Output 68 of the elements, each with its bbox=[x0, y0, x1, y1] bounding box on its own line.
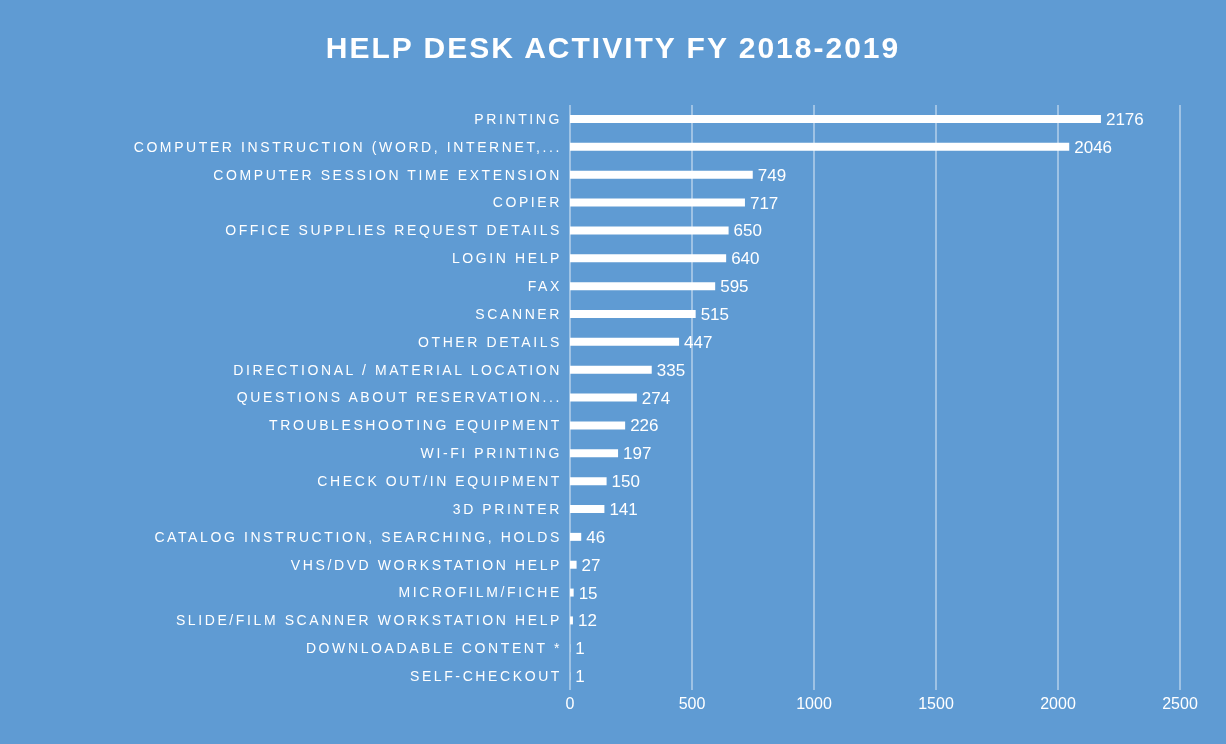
y-tick-label: COMPUTER SESSION TIME EXTENSION bbox=[213, 166, 562, 183]
data-label: 595 bbox=[720, 277, 749, 297]
chart-title: HELP DESK ACTIVITY FY 2018-2019 bbox=[324, 29, 902, 66]
y-tick-label: 3D PRINTER bbox=[452, 500, 562, 517]
y-tick-label: SELF-CHECKOUT bbox=[409, 668, 562, 685]
data-label: 640 bbox=[731, 249, 760, 269]
data-label: 46 bbox=[586, 527, 606, 547]
y-tick-label: DIRECTIONAL / MATERIAL LOCATION bbox=[233, 361, 562, 378]
y-tick-label: PRINTING bbox=[474, 110, 562, 127]
bar bbox=[570, 505, 605, 513]
x-tick-label: 2500 bbox=[1162, 695, 1198, 713]
y-tick-label: COMPUTER INSTRUCTION (WORD, INTERNET,... bbox=[133, 138, 562, 155]
y-tick-label: LOGIN HELP bbox=[451, 250, 562, 267]
data-label: 1 bbox=[575, 639, 585, 659]
bar bbox=[570, 393, 637, 402]
y-tick-label: VHS/DVD WORKSTATION HELP bbox=[290, 556, 562, 573]
y-tick-label: OTHER DETAILS bbox=[417, 333, 562, 350]
bar bbox=[570, 588, 574, 597]
data-label: 650 bbox=[733, 221, 762, 241]
bar bbox=[570, 449, 619, 458]
bar bbox=[570, 337, 680, 346]
bar bbox=[570, 532, 582, 541]
y-tick-label: QUESTIONS ABOUT RESERVATION... bbox=[236, 389, 562, 406]
bar bbox=[570, 616, 573, 625]
y-tick-label: CATALOG INSTRUCTION, SEARCHING, HOLDS bbox=[154, 528, 562, 545]
bar bbox=[570, 282, 716, 291]
x-tick-label: 1000 bbox=[796, 695, 832, 713]
data-label: 150 bbox=[611, 472, 640, 492]
y-tick-label: WI-FI PRINTING bbox=[420, 445, 562, 462]
y-tick-label: SLIDE/FILM SCANNER WORKSTATION HELP bbox=[175, 612, 562, 629]
data-label: 197 bbox=[623, 444, 652, 464]
data-label: 15 bbox=[578, 583, 598, 603]
bar bbox=[570, 115, 1101, 123]
data-label: 2046 bbox=[1074, 137, 1113, 157]
y-tick-label: CHECK OUT/IN EQUIPMENT bbox=[317, 473, 562, 490]
data-label: 1 bbox=[575, 667, 585, 687]
x-tick-label: 500 bbox=[678, 695, 706, 713]
x-tick-label: 1500 bbox=[918, 695, 954, 713]
data-label: 12 bbox=[577, 611, 597, 631]
data-label: 335 bbox=[656, 360, 686, 380]
y-tick-label: DOWNLOADABLE CONTENT * bbox=[305, 640, 562, 657]
bar bbox=[570, 477, 607, 486]
x-tick-label: 0 bbox=[565, 695, 575, 713]
data-label: 447 bbox=[684, 332, 713, 352]
data-label: 2176 bbox=[1105, 110, 1144, 130]
data-label: 749 bbox=[757, 165, 787, 185]
data-label: 515 bbox=[700, 305, 730, 325]
bar bbox=[570, 254, 727, 263]
data-label: 27 bbox=[581, 555, 601, 575]
bar bbox=[570, 421, 626, 430]
data-label: 274 bbox=[641, 388, 671, 408]
x-tick-label: 2000 bbox=[1040, 695, 1076, 713]
bar bbox=[570, 310, 696, 318]
y-tick-label: SCANNER bbox=[475, 305, 562, 322]
bar bbox=[570, 142, 1070, 151]
data-label: 226 bbox=[630, 416, 659, 436]
y-tick-label: FAX bbox=[527, 278, 562, 295]
y-tick-label: OFFICE SUPPLIES REQUEST DETAILS bbox=[225, 222, 562, 239]
bar bbox=[570, 226, 729, 235]
bar bbox=[570, 198, 745, 207]
y-tick-label: COPIER bbox=[492, 194, 562, 211]
data-label: 141 bbox=[609, 500, 638, 520]
bar bbox=[570, 365, 652, 374]
y-tick-label: TROUBLESHOOTING EQUIPMENT bbox=[269, 417, 562, 434]
bar bbox=[570, 560, 577, 569]
data-label: 717 bbox=[749, 193, 779, 213]
bar bbox=[570, 170, 753, 179]
y-tick-label: MICROFILM/FICHE bbox=[398, 584, 562, 601]
